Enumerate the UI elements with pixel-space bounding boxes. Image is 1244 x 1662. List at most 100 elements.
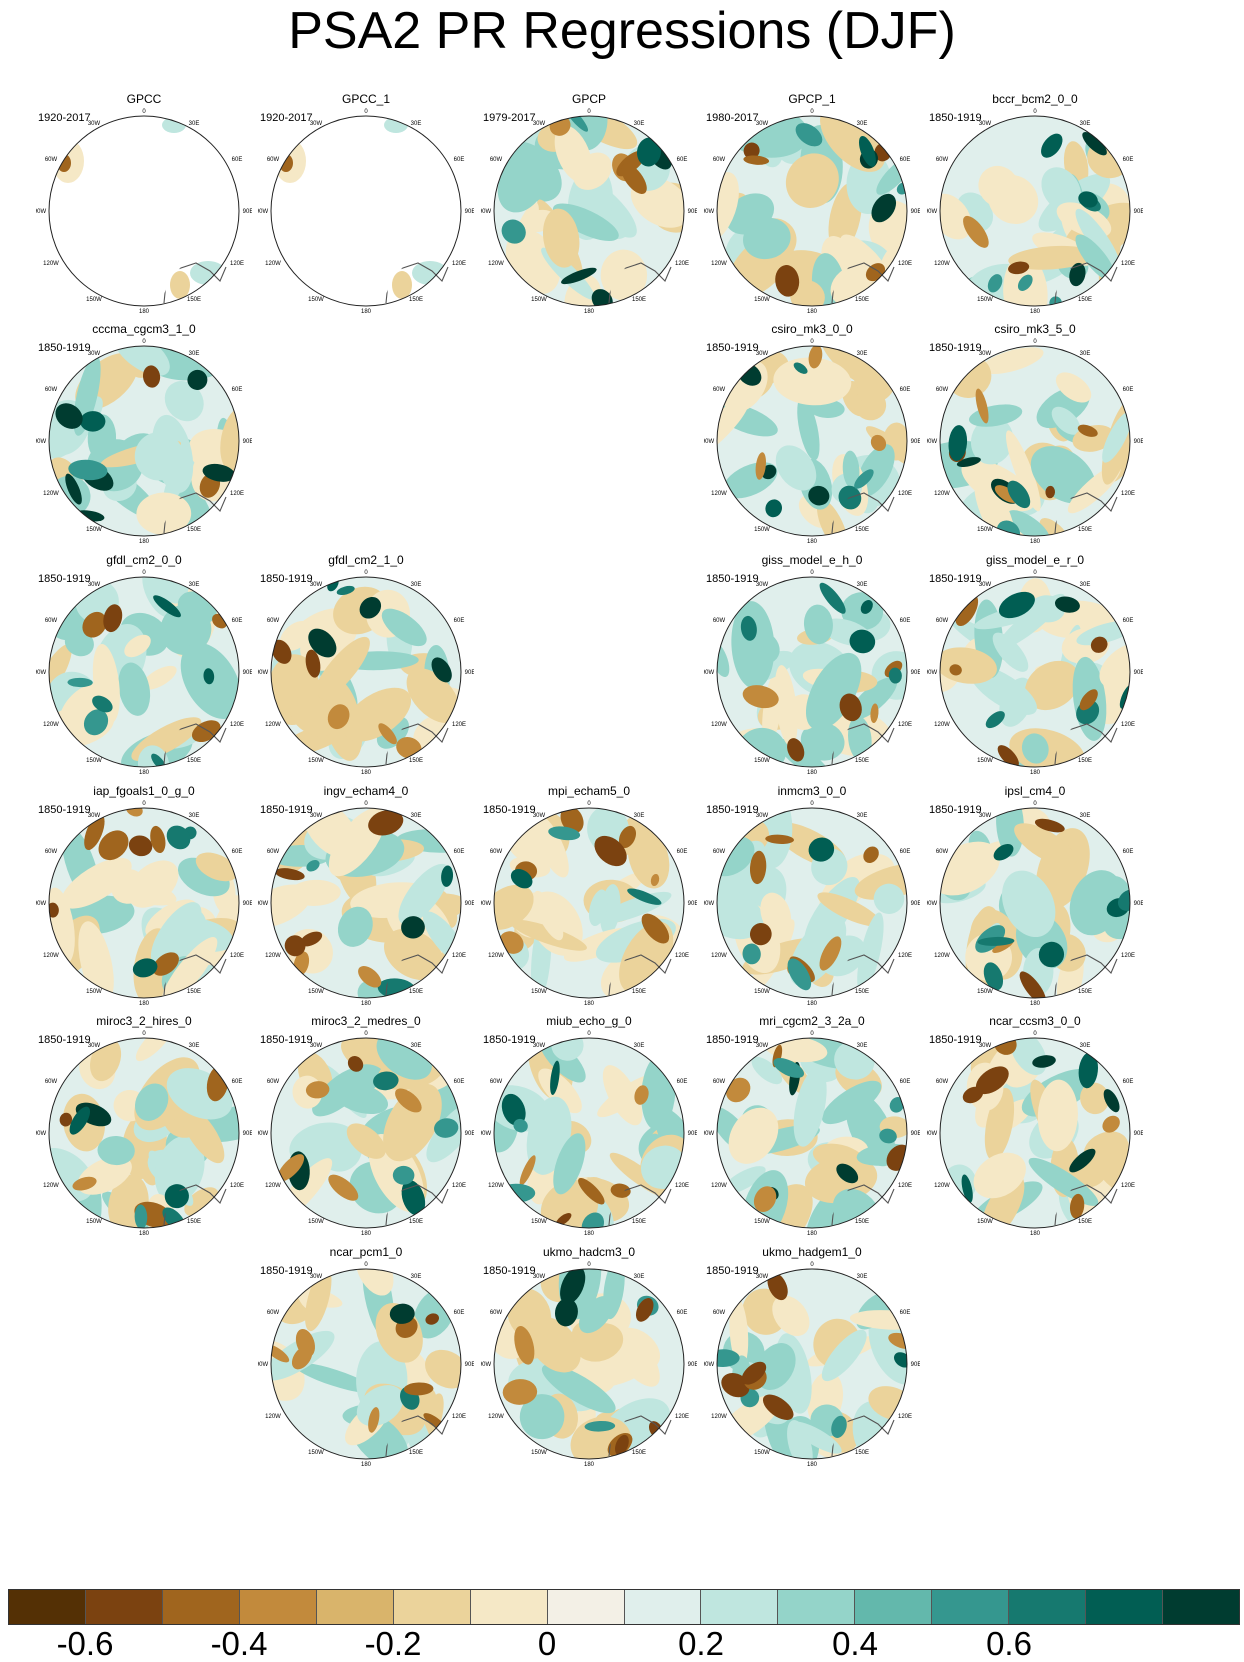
longitude-label: 120E (230, 953, 244, 959)
longitude-label: 180 (584, 1231, 595, 1237)
longitude-label: 120E (1121, 261, 1135, 267)
precip-field (494, 808, 684, 998)
longitude-label: 180 (584, 309, 595, 315)
longitude-label: 60W (45, 1079, 58, 1085)
longitude-label: 90E (465, 209, 474, 215)
longitude-label: 150W (977, 989, 993, 995)
longitude-label: 60E (454, 1079, 465, 1085)
panel-title: csiro_mk3_0_0 (771, 322, 853, 336)
longitude-label: 150E (1078, 989, 1092, 995)
longitude-label: 90E (465, 901, 474, 907)
longitude-label: 30E (189, 351, 200, 357)
longitude-label: 90W (258, 1131, 269, 1137)
longitude-label: 90W (481, 1362, 492, 1368)
longitude-label: 180 (139, 309, 150, 315)
longitude-label: 90E (465, 1131, 474, 1137)
panel-period: 1850-1919 (706, 804, 759, 816)
longitude-label: 150W (86, 758, 102, 764)
longitude-label: 120W (711, 1183, 727, 1189)
longitude-label: 0 (1033, 801, 1037, 807)
longitude-label: 150E (187, 297, 201, 303)
colorbar-swatch (85, 1590, 163, 1624)
longitude-label: 30E (411, 1274, 422, 1280)
precip-field (717, 577, 907, 767)
longitude-label: 60W (45, 849, 58, 855)
longitude-label: 30E (189, 1043, 200, 1049)
panel-title: miroc3_2_medres_0 (311, 1014, 421, 1028)
longitude-label: 90W (927, 670, 938, 676)
longitude-label: 0 (810, 339, 814, 345)
longitude-label: 90W (36, 901, 47, 907)
longitude-label: 60E (232, 849, 243, 855)
polar-map: 0 30E 60E 90E 120E 150E 180 150W 120W 90W 60W 30W (481, 1031, 697, 1237)
longitude-label: 60W (267, 849, 280, 855)
colorbar-tick-label: 0.6 (986, 1625, 1032, 1662)
longitude-label: 150E (855, 527, 869, 533)
longitude-label: 60W (267, 157, 280, 163)
panel-title: iap_fgoals1_0_g_0 (93, 784, 195, 798)
longitude-label: 120E (230, 491, 244, 497)
colorbar-swatch (9, 1590, 86, 1624)
precip-field (271, 577, 461, 767)
panel-title: ingv_echam4_0 (323, 784, 409, 798)
panel-period: 1850-1919 (260, 1265, 313, 1277)
longitude-label: 90W (927, 439, 938, 445)
longitude-label: 150W (754, 989, 770, 995)
polar-map: 0 30E 60E 90E 120E 150E 180 150W 120W 90W 60W 30W (36, 801, 252, 1007)
longitude-label: 150W (977, 297, 993, 303)
map-panels-grid: GPCC 1920-2017 0 30E 60E 90E 120E 150E 180 150W 12… (36, 92, 1143, 1475)
longitude-label: 30W (756, 582, 769, 588)
precip-field (940, 808, 1130, 998)
colorbar-tick-label: -0.6 (56, 1625, 114, 1662)
longitude-label: 90W (481, 901, 492, 907)
longitude-label: 60W (490, 849, 503, 855)
longitude-label: 0 (587, 109, 591, 115)
longitude-label: 150W (308, 297, 324, 303)
map-panel: ukmo_hadcm3_0 1850-1919 0 30E 60E 90E 120E 150E… (481, 1245, 697, 1475)
longitude-label: 90W (258, 209, 269, 215)
longitude-label: 180 (139, 770, 150, 776)
longitude-label: 30E (189, 582, 200, 588)
longitude-label: 60E (232, 1079, 243, 1085)
longitude-label: 150E (855, 297, 869, 303)
longitude-label: 30W (310, 582, 323, 588)
panel-period: 1850-1919 (260, 573, 313, 585)
longitude-label: 120W (711, 491, 727, 497)
longitude-label: 120W (43, 1183, 59, 1189)
longitude-label: 30W (756, 1043, 769, 1049)
longitude-label: 90E (911, 1362, 920, 1368)
longitude-label: 120W (711, 261, 727, 267)
panel-period: 1850-1919 (706, 342, 759, 354)
longitude-label: 120W (934, 491, 950, 497)
precip-field (494, 116, 684, 306)
map-panel: mpi_echam5_0 1850-1919 0 30E 60E 90E 120E 150E 1… (481, 784, 697, 1014)
longitude-label: 60W (936, 849, 949, 855)
longitude-label: 90E (243, 439, 252, 445)
colorbar-swatch (701, 1590, 779, 1624)
precip-field (271, 116, 461, 306)
longitude-label: 90E (1134, 901, 1143, 907)
longitude-label: 120E (898, 1414, 912, 1420)
longitude-label: 120E (675, 1183, 689, 1189)
longitude-label: 150W (308, 758, 324, 764)
colorbar-swatch (470, 1590, 548, 1624)
longitude-label: 0 (142, 801, 146, 807)
longitude-label: 0 (1033, 339, 1037, 345)
longitude-label: 30E (411, 121, 422, 127)
longitude-label: 60W (267, 1079, 280, 1085)
panel-period: 1850-1919 (260, 804, 313, 816)
longitude-label: 90E (465, 1362, 474, 1368)
longitude-label: 0 (810, 1262, 814, 1268)
colorbar-tick-label: -0.2 (364, 1625, 422, 1662)
longitude-label: 150W (531, 297, 547, 303)
longitude-label: 60E (1123, 1079, 1134, 1085)
longitude-label: 180 (807, 539, 818, 545)
longitude-label: 90W (927, 1131, 938, 1137)
panel-period: 1850-1919 (483, 804, 536, 816)
longitude-label: 30E (857, 1274, 868, 1280)
precip-field (940, 116, 1130, 306)
longitude-label: 30W (979, 351, 992, 357)
longitude-label: 90W (927, 209, 938, 215)
precip-field (717, 346, 907, 536)
longitude-label: 150E (632, 1219, 646, 1225)
